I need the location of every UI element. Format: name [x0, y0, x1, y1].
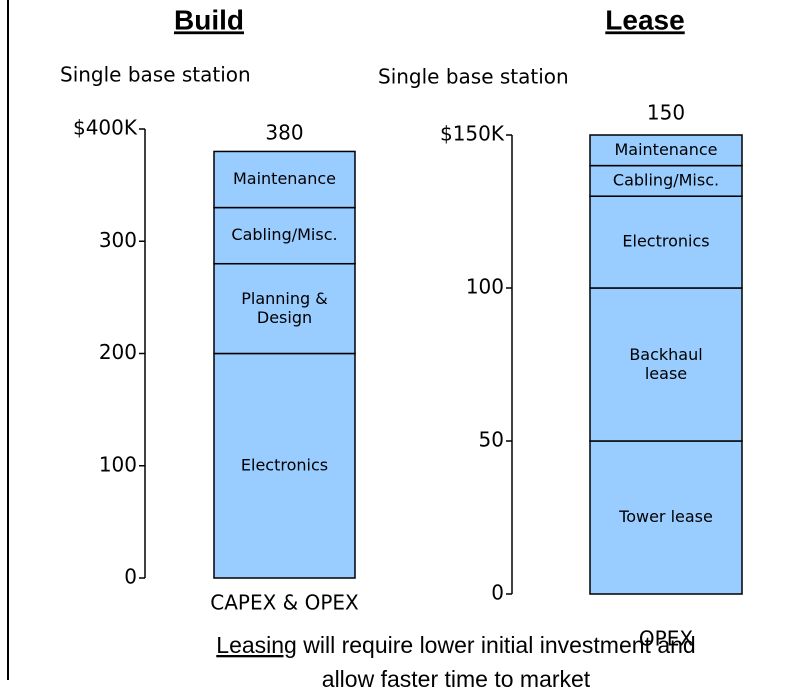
x-tick-label: CAPEX & OPEX — [210, 591, 359, 615]
chart-subtitle: Single base station — [60, 63, 251, 87]
segment-label-line: Design — [257, 308, 312, 327]
segment-label: Cabling/Misc. — [613, 170, 719, 189]
chart-title: Build — [174, 4, 244, 35]
footer-text: will require lower initial investment an… — [302, 632, 695, 658]
bar-segment — [213, 150, 356, 209]
chart-title: Lease — [605, 4, 684, 35]
y-tick-label: 100 — [466, 275, 504, 299]
y-tick-label: $400K — [73, 116, 138, 140]
segment-label: Tower lease — [618, 507, 713, 526]
bar-segment — [589, 134, 743, 167]
segment-label: Cabling/Misc. — [231, 225, 337, 244]
segment-label: Electronics — [241, 455, 328, 474]
segment-label: Planning & Design — [241, 289, 327, 327]
footer-line-1: Leasing will require lower initial inves… — [216, 632, 695, 658]
footer-emphasis: Leasing — [216, 632, 297, 658]
bar-segment — [213, 352, 356, 579]
bar-segment — [589, 287, 743, 442]
y-tick-label: 200 — [99, 340, 137, 364]
segment-label: Maintenance — [233, 169, 336, 188]
bar-segment — [213, 262, 356, 355]
total-label: 380 — [265, 121, 303, 145]
segment-label-line: Backhaul — [629, 344, 702, 363]
y-tick-label: 300 — [99, 228, 137, 252]
total-label: 150 — [647, 101, 685, 125]
chart-subtitle: Single base station — [378, 65, 569, 89]
y-tick-label: 0 — [124, 565, 137, 589]
y-tick-label: $150K — [440, 122, 505, 146]
segment-label-line: lease — [645, 364, 687, 383]
y-tick-label: 0 — [491, 581, 504, 605]
bar-segment — [589, 195, 743, 289]
y-tick-label: 100 — [99, 452, 137, 476]
segment-label: Maintenance — [614, 140, 717, 159]
x-tick-label: OPEX — [639, 627, 693, 651]
bar-segment — [589, 164, 743, 197]
footer-line-2: allow faster time to market — [322, 666, 591, 692]
segment-label: Electronics — [622, 232, 709, 251]
y-tick-label: 50 — [479, 428, 504, 452]
segment-label-line: Planning & — [241, 289, 327, 308]
segment-label: Backhaul lease — [629, 344, 702, 382]
